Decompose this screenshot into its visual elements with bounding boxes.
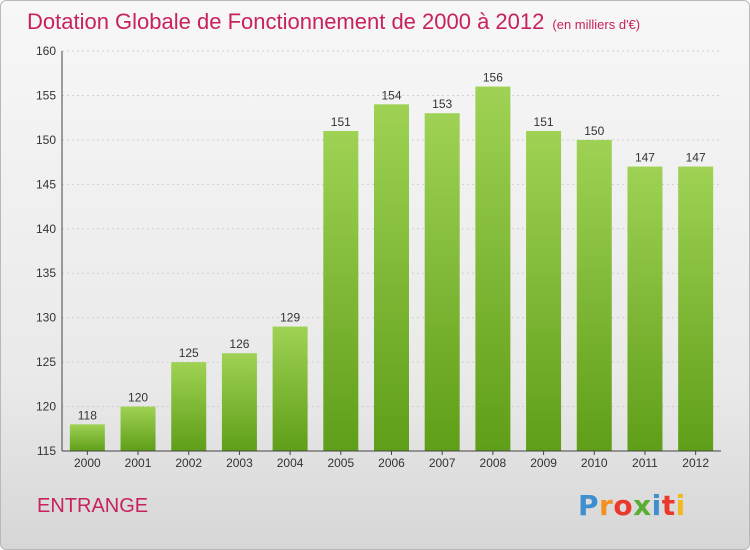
bar xyxy=(120,406,156,451)
bar xyxy=(627,166,663,452)
bar xyxy=(374,104,409,451)
bar-value-label: 151 xyxy=(534,115,554,129)
x-tick-label: 2007 xyxy=(429,456,456,470)
bars: 118 120 125 126 129 151 154 153 156 151 150 147 147 xyxy=(69,71,714,452)
axes: 115 120 125 130 135 140 145 150 155 160 2000 2001 20… xyxy=(36,44,721,470)
x-tick-label: 2005 xyxy=(327,456,354,470)
bar xyxy=(475,86,511,452)
y-tick-label: 120 xyxy=(36,400,56,414)
y-tick-label: 140 xyxy=(36,222,56,236)
bar xyxy=(678,166,714,452)
bar xyxy=(272,326,308,451)
bar-value-label: 150 xyxy=(584,124,604,138)
y-tick-label: 115 xyxy=(37,444,56,458)
bar-value-label: 153 xyxy=(432,97,452,111)
y-tick-label: 160 xyxy=(36,44,56,58)
x-tick-label: 2009 xyxy=(530,456,557,470)
bar xyxy=(69,424,105,451)
logo-letter: P xyxy=(578,489,600,522)
bar-value-label: 126 xyxy=(229,337,249,351)
x-tick-label: 2010 xyxy=(581,456,608,470)
bar-value-label: 120 xyxy=(128,391,148,405)
bar xyxy=(424,113,460,451)
bar-value-label: 154 xyxy=(381,88,401,102)
bar xyxy=(323,131,359,451)
bar-value-label: 147 xyxy=(635,151,655,165)
x-tick-label: 2001 xyxy=(125,456,152,470)
bar-value-label: 118 xyxy=(78,408,97,422)
y-tick-label: 155 xyxy=(36,88,56,102)
chart-subtitle: (en milliers d'€) xyxy=(552,17,641,32)
logo-letter: t xyxy=(661,489,676,522)
bar xyxy=(221,353,257,451)
commune-name: ENTRANGE xyxy=(37,495,149,517)
x-tick-label: 2002 xyxy=(175,456,202,470)
bar xyxy=(171,362,207,451)
chart-title: Dotation Globale de Fonctionnement de 20… xyxy=(27,9,640,35)
x-tick-label: 2008 xyxy=(480,456,507,470)
bar-value-label: 156 xyxy=(483,71,503,85)
y-tick-label: 150 xyxy=(36,133,56,147)
x-tick-label: 2011 xyxy=(632,456,658,470)
bar-value-label: 147 xyxy=(686,151,706,165)
x-tick-label: 2006 xyxy=(378,456,405,470)
y-tick-label: 125 xyxy=(36,355,56,369)
x-tick-label: 2000 xyxy=(74,456,101,470)
proxiti-logo: Proxiti xyxy=(578,489,686,522)
y-tick-label: 145 xyxy=(36,177,56,191)
logo-letter: r xyxy=(599,489,614,522)
x-tick-label: 2012 xyxy=(682,456,709,470)
y-tick-label: 135 xyxy=(36,266,56,280)
bar-value-label: 125 xyxy=(179,346,199,360)
bar-value-label: 129 xyxy=(280,311,300,325)
bar xyxy=(576,139,612,451)
bar xyxy=(526,131,562,451)
x-tick-label: 2003 xyxy=(226,456,253,470)
logo-letter: o xyxy=(613,489,634,522)
bar-value-label: 151 xyxy=(331,115,351,129)
logo-letter: i xyxy=(651,489,662,522)
x-tick-label: 2004 xyxy=(277,456,304,470)
logo-letter: x xyxy=(633,489,652,522)
y-tick-label: 130 xyxy=(36,311,56,325)
logo-letter: i xyxy=(675,489,686,522)
chart-title-text: Dotation Globale de Fonctionnement de 20… xyxy=(27,9,545,34)
